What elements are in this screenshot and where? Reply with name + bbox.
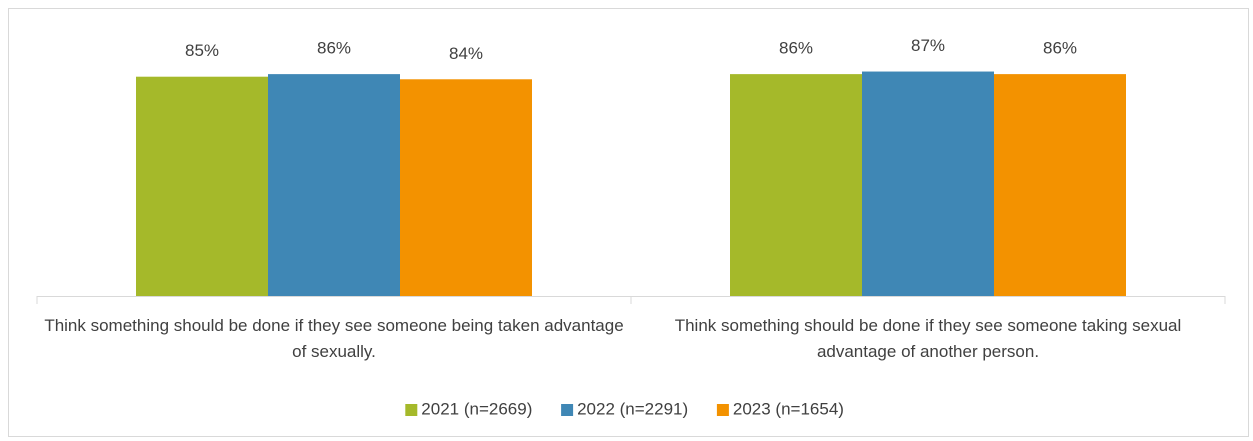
legend-label: 2022 (n=2291) (577, 399, 688, 418)
data-label: 87% (911, 36, 945, 55)
data-label: 84% (449, 44, 483, 63)
legend-label: 2023 (n=1654) (733, 399, 844, 418)
legend-swatch (561, 404, 574, 416)
legend-swatch (716, 404, 729, 416)
data-label: 86% (779, 39, 813, 58)
bar (400, 79, 532, 296)
category-label: Think something should be done if they s… (44, 316, 624, 361)
bar (268, 74, 400, 297)
bar (994, 74, 1126, 297)
data-label: 85% (185, 41, 219, 60)
category-label: Think something should be done if they s… (674, 316, 1182, 361)
data-label: 86% (317, 39, 351, 58)
bar (862, 71, 994, 296)
chart-border (8, 8, 1249, 437)
legend-label: 2021 (n=2669) (421, 399, 532, 418)
bar (136, 76, 268, 296)
data-label: 86% (1043, 39, 1077, 58)
legend-swatch (405, 404, 418, 416)
bar (730, 74, 862, 297)
